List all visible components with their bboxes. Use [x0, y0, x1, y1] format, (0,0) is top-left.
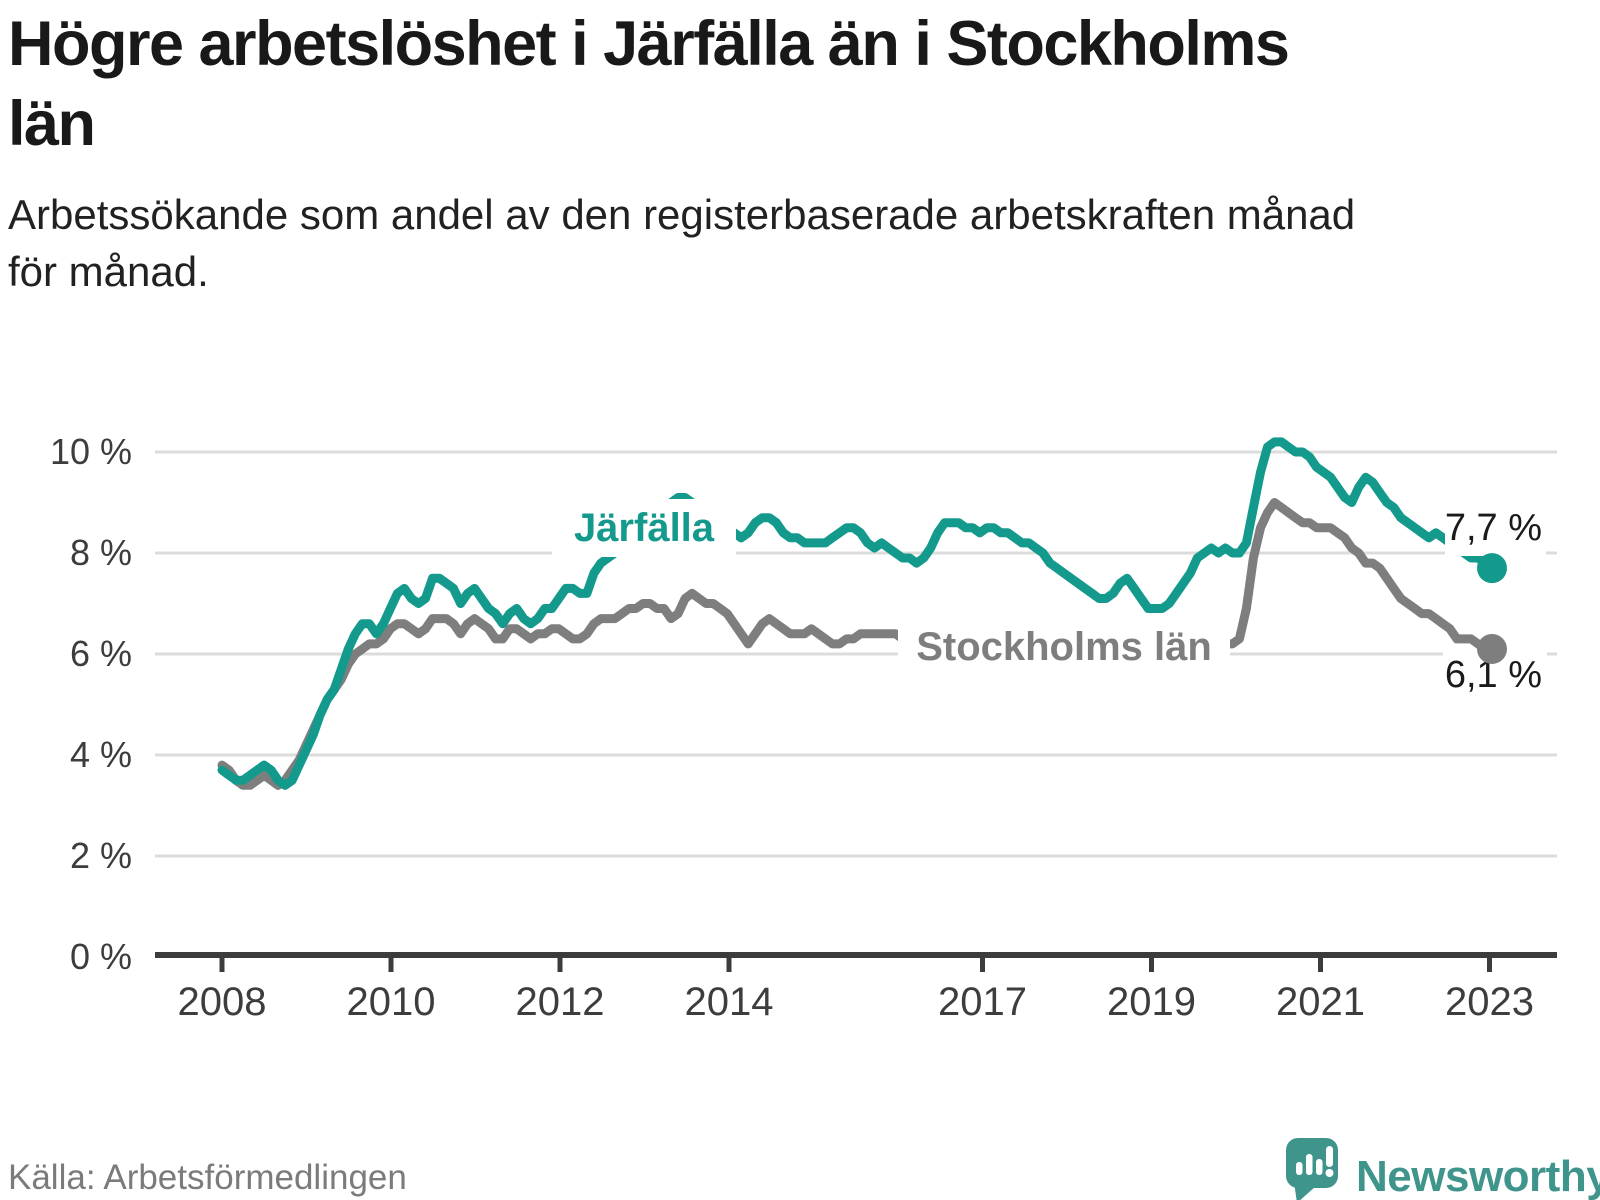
y-tick-label-8: 8 % — [70, 532, 132, 573]
x-tick-2012 — [557, 958, 563, 972]
x-axis — [155, 952, 1557, 958]
stockholm-series-label-halo — [898, 622, 1230, 670]
logo-exclamation-bar — [1326, 1146, 1333, 1167]
x-tick-2010 — [388, 958, 394, 972]
x-tick-2023 — [1487, 958, 1492, 972]
y-tick-label-2: 2 % — [70, 835, 132, 876]
chart-subtitle-line2: för månad. — [8, 248, 209, 295]
jarfalla-end-dot — [1477, 553, 1507, 584]
x-tick-2019 — [1149, 958, 1154, 972]
x-tick-label-2008: 2008 — [178, 980, 267, 1024]
x-tick-2008 — [219, 958, 225, 972]
x-tick-label-2014: 2014 — [685, 980, 774, 1024]
y-tick-label-10: 10 % — [50, 431, 132, 472]
x-tick-label-2019: 2019 — [1107, 980, 1196, 1024]
x-tick-label-2012: 2012 — [516, 980, 605, 1024]
newsworthy-wordmark: Newsworthy — [1356, 1152, 1600, 1200]
chart-subtitle: Arbetssökande som andel av den registerb… — [8, 186, 1588, 300]
logo-bar-medium — [1316, 1159, 1323, 1175]
stockholm-end-dot — [1477, 633, 1507, 664]
x-tick-label-2023: 2023 — [1445, 980, 1534, 1024]
stockholm-series-label: Stockholms län — [916, 625, 1212, 669]
chart-subtitle-line1: Arbetssökande som andel av den registerb… — [8, 191, 1356, 238]
x-tick-label-2017: 2017 — [938, 980, 1027, 1024]
x-tick-label-2010: 2010 — [347, 980, 436, 1024]
logo-exclamation-dot — [1325, 1169, 1334, 1177]
jarfalla-end-value-label: 7,7 % — [1445, 507, 1542, 549]
chart-title: Högre arbetslöshet i Järfälla än i Stock… — [8, 4, 1588, 164]
logo-bar-tall — [1306, 1154, 1313, 1175]
logo-bar-small — [1296, 1162, 1303, 1175]
x-tick-2017 — [980, 958, 985, 972]
jarfalla-line — [217, 437, 1497, 790]
chart-title-line2: län — [8, 89, 96, 159]
x-tick-2021 — [1318, 958, 1323, 972]
y-tick-label-0: 0 % — [70, 936, 132, 977]
x-tick-2014 — [726, 958, 732, 972]
newsworthy-logo: Newsworthy — [1284, 1130, 1600, 1200]
stockholm-line — [217, 498, 1497, 790]
jarfalla-series-label-halo — [552, 499, 736, 557]
source-note: Källa: Arbetsförmedlingen — [8, 1158, 407, 1197]
y-tick-label-4: 4 % — [70, 734, 132, 775]
jarfalla-series-label: Järfälla — [574, 506, 715, 550]
newsworthy-logo-icon — [1286, 1138, 1338, 1200]
jarfalla-end-value-label-halo — [1445, 504, 1546, 556]
y-tick-label-6: 6 % — [70, 633, 132, 674]
chart-title-line1: Högre arbetslöshet i Järfälla än i Stock… — [8, 9, 1290, 79]
x-tick-label-2021: 2021 — [1276, 980, 1365, 1024]
